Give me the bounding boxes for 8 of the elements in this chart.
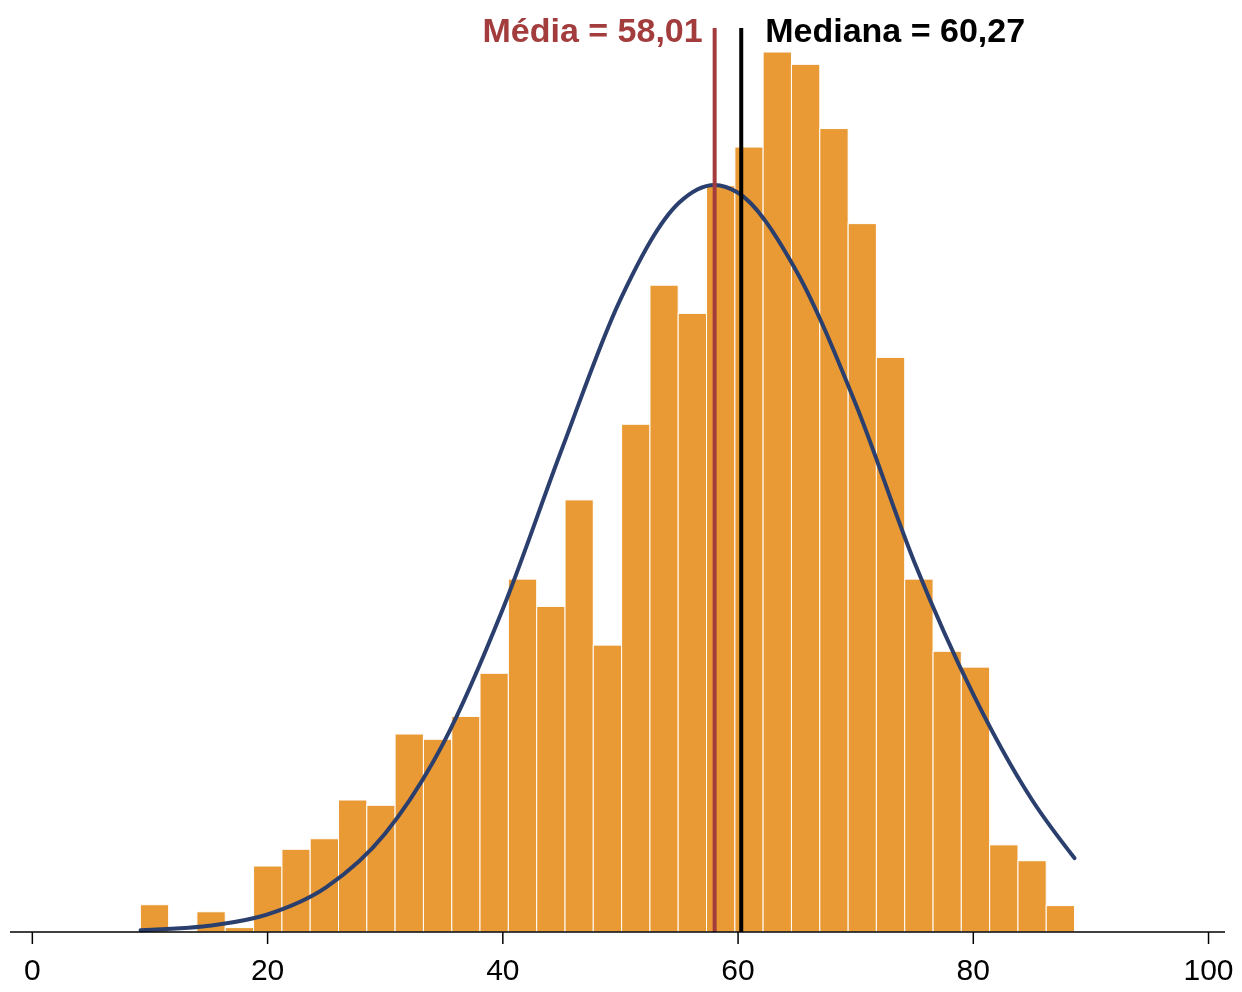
x-tick-label: 60 [721, 953, 755, 986]
x-tick-label: 20 [250, 953, 285, 986]
ref-line-label: Média = 58,01 [482, 11, 703, 49]
x-tick-label: 0 [24, 953, 41, 986]
x-tick-label: 40 [486, 953, 520, 986]
x-tick-label: 100 [1183, 953, 1234, 986]
ref-line-label: Mediana = 60,27 [765, 11, 1026, 49]
x-tick-label: 80 [956, 953, 990, 986]
